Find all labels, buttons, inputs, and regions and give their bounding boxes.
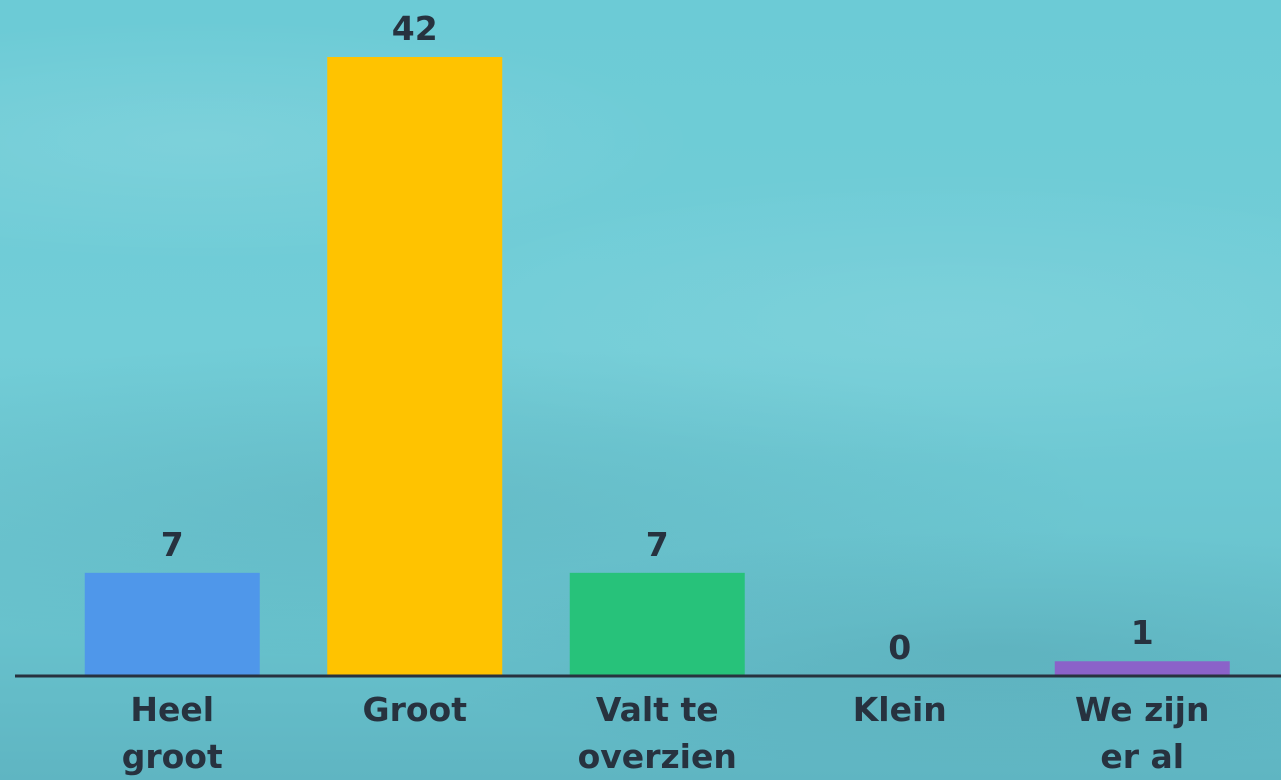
bar <box>570 573 745 676</box>
x-tick-label: Groot <box>327 686 503 733</box>
chart: 7 Heel groot 42 Groot 7 Valt te overzien 0 Klei… <box>0 0 1281 780</box>
x-tick-label: Heel groot <box>84 686 260 780</box>
plot-area <box>0 0 1281 780</box>
value-label: 1 <box>1082 613 1202 653</box>
value-label: 7 <box>597 525 717 565</box>
x-tick-label: Klein <box>812 686 988 733</box>
bar <box>1055 661 1230 676</box>
x-tick-label: Valt te overzien <box>569 686 745 780</box>
bar <box>327 57 502 676</box>
value-label: 0 <box>840 628 960 668</box>
bar <box>85 573 260 676</box>
value-label: 42 <box>355 9 475 49</box>
value-label: 7 <box>112 525 232 565</box>
x-tick-label: We zijn er al <box>1054 686 1230 780</box>
